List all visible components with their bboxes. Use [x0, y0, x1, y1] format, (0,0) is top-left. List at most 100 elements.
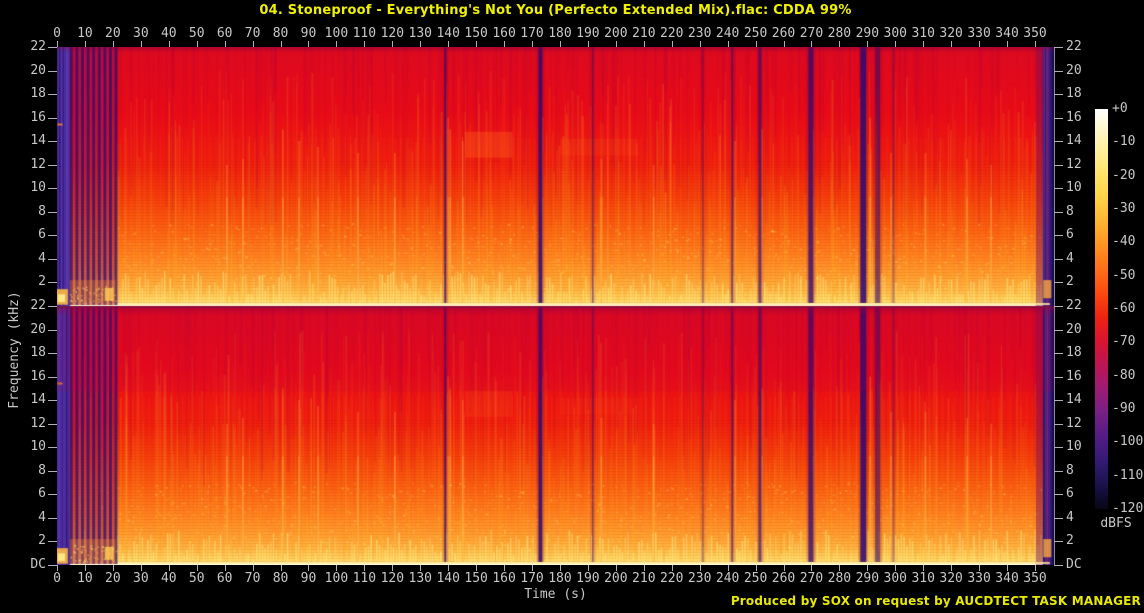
- x-tick-label-top: 10: [77, 26, 93, 41]
- x-tick-top: [57, 41, 58, 47]
- x-tick-label-top: 150: [464, 26, 488, 41]
- x-tick-top: [615, 41, 617, 47]
- x-tick-top: [252, 41, 254, 47]
- y-tick-label-left: 22: [30, 298, 46, 313]
- y-tick-label-right: 6: [1066, 227, 1074, 242]
- x-tick-top: [839, 41, 841, 47]
- y-tick-label-left: 18: [30, 86, 46, 101]
- y-tick-right: [1054, 165, 1063, 166]
- x-tick-label-top: 250: [743, 26, 768, 41]
- x-tick-label-top: 50: [188, 26, 205, 41]
- x-tick-label-bottom: 290: [855, 571, 880, 586]
- y-tick-left: [48, 377, 57, 378]
- x-tick-label-bottom: 190: [576, 571, 600, 586]
- y-tick-label-right: 12: [1066, 416, 1082, 431]
- x-tick-top: [951, 41, 953, 47]
- y-tick-right: [1054, 259, 1063, 260]
- x-tick-top: [532, 41, 534, 47]
- colorbar-tick-label: -90: [1112, 401, 1136, 416]
- x-tick-bottom: [196, 565, 198, 571]
- x-tick-label-top: 200: [604, 26, 628, 41]
- y-tick-left: [48, 71, 57, 72]
- x-tick-bottom: [532, 565, 534, 571]
- y-tick-label-left: 2: [38, 533, 46, 548]
- y-tick-right: [1054, 94, 1063, 95]
- x-tick-top: [280, 41, 282, 47]
- colorbar-tick-label: -70: [1112, 334, 1136, 350]
- x-tick-label-bottom: 50: [188, 571, 205, 586]
- x-tick-label-top: 240: [715, 26, 740, 41]
- x-tick-top: [224, 41, 226, 47]
- y-tick-right: [1054, 353, 1063, 354]
- y-tick-left: [48, 424, 57, 425]
- y-tick-right: [1054, 306, 1063, 307]
- colorbar-tick-label: -60: [1112, 301, 1136, 316]
- y-tick-label-right: 22: [1066, 298, 1082, 313]
- x-tick-label-top: 0: [53, 26, 61, 41]
- x-tick-bottom: [699, 565, 701, 571]
- x-tick-label-top: 290: [855, 26, 880, 41]
- x-tick-label-top: 110: [352, 26, 377, 41]
- x-tick-label-bottom: 160: [492, 571, 516, 586]
- x-tick-label-top: 350: [1023, 26, 1047, 41]
- y-tick-label-right: 16: [1066, 110, 1082, 125]
- x-tick-bottom: [140, 565, 142, 571]
- y-tick-label-left: 20: [30, 322, 46, 337]
- x-tick-top: [168, 41, 170, 47]
- y-tick-right: [1054, 71, 1063, 72]
- x-tick-label-bottom: 310: [911, 571, 935, 586]
- y-tick-left: [48, 518, 57, 519]
- colorbar-tick-label: -40: [1112, 234, 1136, 250]
- colorbar-tick-label: -110: [1112, 467, 1144, 483]
- y-tick-right: [1054, 282, 1063, 283]
- x-tick-label-bottom: 120: [380, 571, 405, 586]
- colorbar-tick-label: -30: [1112, 201, 1136, 216]
- x-tick-label-top: 70: [244, 26, 261, 41]
- y-tick-left: [48, 282, 57, 283]
- x-tick-bottom: [671, 565, 673, 571]
- y-tick-label-right: 2: [1066, 533, 1074, 548]
- x-tick-top: [392, 41, 394, 47]
- y-tick-label-left: 18: [30, 345, 46, 360]
- y-tick-right: [1054, 141, 1063, 142]
- y-tick-right: [1054, 212, 1063, 213]
- x-tick-bottom: [951, 565, 953, 571]
- x-tick-bottom: [783, 565, 785, 571]
- y-tick-label-right: 10: [1066, 439, 1082, 454]
- y-tick-label-right: 18: [1066, 345, 1082, 360]
- y-tick-right: [1054, 424, 1063, 425]
- y-tick-label-right: 4: [1066, 251, 1074, 266]
- y-tick-left: [48, 118, 57, 119]
- y-tick-label-left: 12: [30, 157, 46, 172]
- colorbar-title: dBFS: [1100, 516, 1132, 531]
- x-tick-label-top: 190: [576, 26, 600, 41]
- x-tick-bottom: [308, 565, 310, 571]
- x-tick-label-top: 170: [520, 26, 544, 41]
- spectrogram-canvas: [57, 47, 1054, 565]
- y-tick-label-left: 10: [30, 439, 46, 454]
- colorbar-tick-label: -80: [1112, 367, 1136, 383]
- x-axis-title: Time (s): [524, 587, 587, 602]
- y-tick-label-left: 16: [30, 369, 46, 384]
- x-tick-label-top: 320: [939, 26, 963, 41]
- x-tick-top: [587, 41, 589, 47]
- x-tick-bottom: [643, 565, 645, 571]
- y-tick-label-right: 8: [1066, 463, 1074, 478]
- colorbar-tick-label: -20: [1112, 167, 1136, 183]
- x-tick-bottom: [448, 565, 450, 571]
- x-tick-top: [671, 41, 673, 47]
- x-tick-top: [1035, 41, 1036, 47]
- x-tick-label-top: 260: [771, 26, 796, 41]
- y-tick-label-left: 8: [38, 204, 46, 219]
- y-tick-label-right: 18: [1066, 86, 1082, 101]
- y-tick-left: [48, 94, 57, 95]
- y-tick-left: [48, 447, 57, 448]
- y-tick-left: [48, 494, 57, 495]
- x-tick-top: [699, 41, 701, 47]
- y-tick-label-left: 14: [30, 392, 46, 407]
- x-tick-bottom: [755, 565, 757, 571]
- y-tick-label-left: 6: [38, 227, 46, 242]
- x-tick-label-top: 100: [324, 26, 349, 41]
- y-tick-label-left: 20: [30, 63, 46, 78]
- x-tick-bottom: [168, 565, 170, 571]
